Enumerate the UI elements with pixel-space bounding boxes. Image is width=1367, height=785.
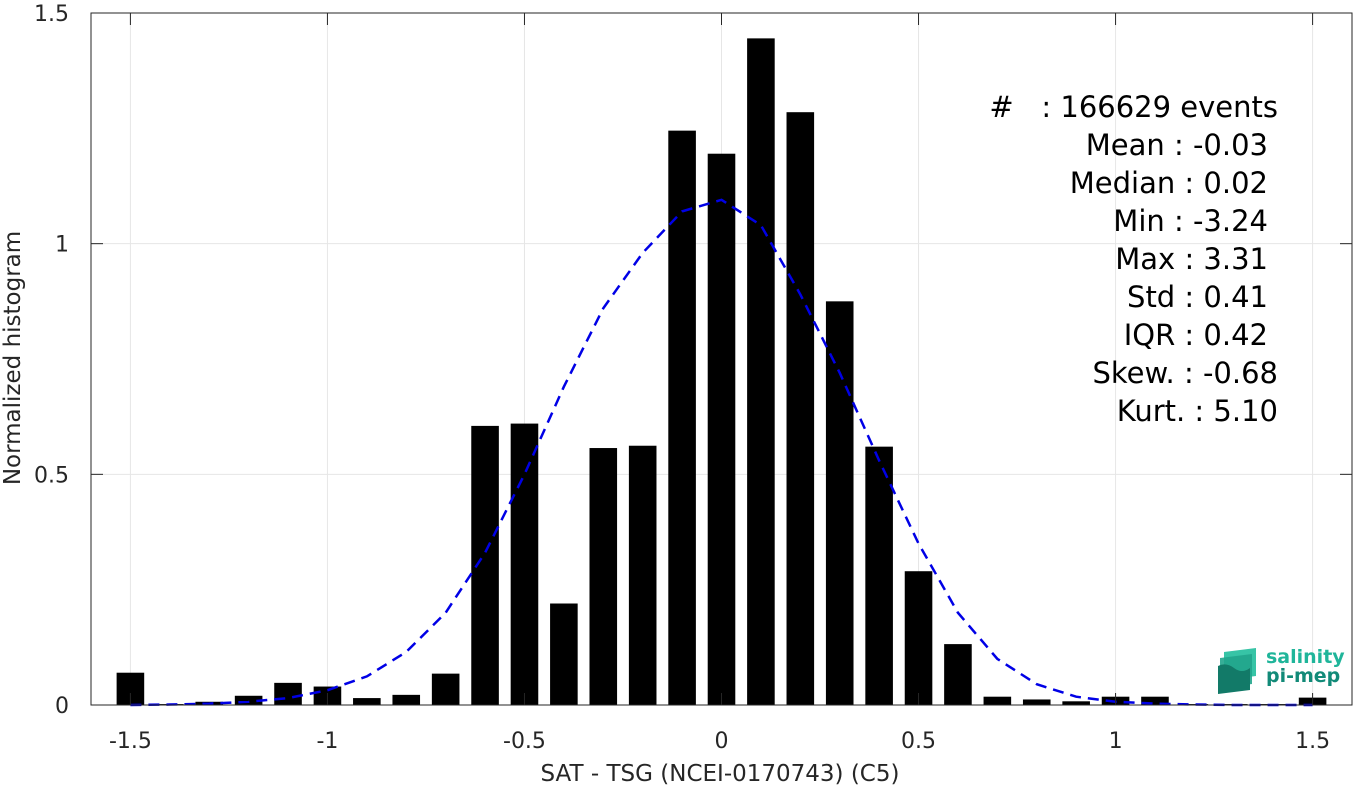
histogram-bar: [825, 301, 854, 705]
histogram-bar: [983, 696, 1012, 705]
histogram-bar: [589, 448, 618, 705]
stat-kurt: Kurt. : 5.10: [1116, 394, 1278, 428]
logo-text: salinity pi-mep: [1266, 648, 1345, 686]
stat-std: Std : 0.41: [1127, 280, 1268, 314]
histogram-bar: [786, 112, 815, 706]
axes: [90, 12, 1353, 706]
histogram-bar: [747, 38, 775, 705]
x-tick-label: 1.5: [1295, 729, 1330, 754]
histogram-bar: [353, 698, 381, 705]
histogram-bar: [1022, 699, 1051, 705]
histogram-bar: [234, 695, 263, 705]
x-tick-label: -1.5: [109, 729, 152, 754]
x-tick-label: 0.5: [901, 729, 936, 754]
logo-line-1: salinity: [1266, 646, 1345, 668]
y-tick-label: 1.5: [34, 2, 69, 27]
logo-line-2: pi-mep: [1266, 665, 1341, 687]
stat-skew: Skew. : -0.68: [1092, 356, 1278, 390]
y-tick-label: 0.5: [34, 463, 69, 488]
x-tick-label: -0.5: [503, 729, 546, 754]
histogram-bar: [944, 644, 972, 705]
stat-max: Max : 3.31: [1115, 242, 1268, 276]
x-axis-label: SAT - TSG (NCEI-0170743) (C5): [541, 761, 900, 785]
salinity-pi-mep-logo: salinity pi-mep: [1216, 646, 1346, 696]
y-axis-label: Normalized histogram: [0, 231, 26, 485]
stat-iqr: IQR : 0.42: [1123, 318, 1268, 352]
histogram-bar: [550, 603, 578, 705]
histogram-bar: [1062, 701, 1090, 705]
histogram-bar: [274, 682, 302, 705]
histogram-bar: [510, 423, 539, 705]
y-tick-label: 1: [55, 233, 69, 258]
wave-logo-icon: [1218, 648, 1256, 694]
histogram-bar: [668, 130, 696, 705]
histogram-bar: [904, 571, 933, 705]
histogram-bar: [865, 446, 893, 705]
histogram-bar: [707, 153, 736, 705]
stat-mean: Mean : -0.03: [1085, 128, 1268, 162]
y-tick-label: 0: [55, 694, 69, 719]
x-tick-label: -1: [316, 729, 338, 754]
stat-min: Min : -3.24: [1113, 204, 1268, 238]
x-tick-label: 1: [1109, 729, 1123, 754]
histogram-bar: [392, 694, 421, 705]
x-tick-label: 0: [715, 729, 729, 754]
stat-median: Median : 0.02: [1069, 166, 1268, 200]
histogram-bar: [628, 445, 657, 705]
histogram-bar: [1141, 696, 1169, 705]
stat-events: # : 166629 events: [989, 90, 1278, 124]
tick-labels: -1.5 -1 -0.5 0 0.5 1 1.5 0 0.5 1 1.5: [34, 2, 1330, 754]
histogram-bar: [431, 673, 460, 705]
histogram-bars: [116, 38, 1327, 706]
